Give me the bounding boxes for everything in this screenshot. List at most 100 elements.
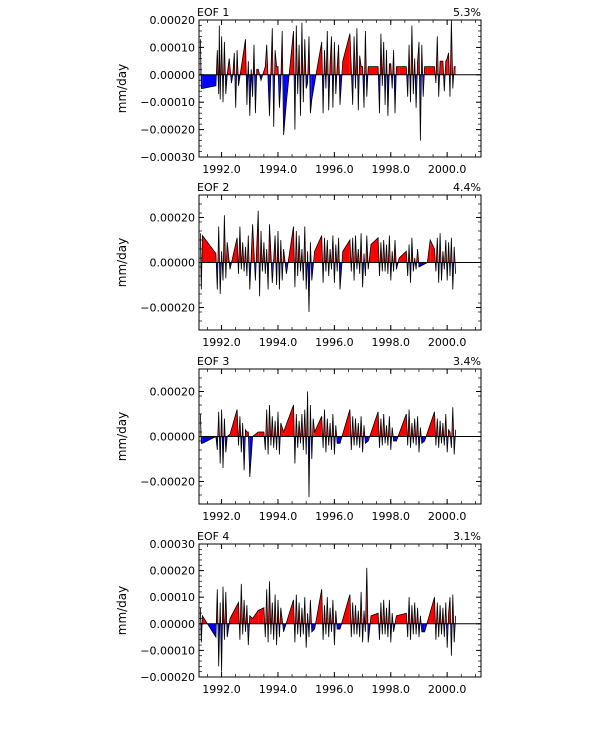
y-tick-label: −0.00020 <box>140 671 195 684</box>
negative-area <box>393 436 397 441</box>
y-tick-label: 0.00020 <box>150 14 196 27</box>
positive-area <box>424 66 428 75</box>
y-tick-label: 0.00000 <box>150 257 196 270</box>
x-tick-label: 1994.0 <box>259 163 298 176</box>
panel-title: EOF 3 <box>197 355 229 368</box>
negative-area <box>310 74 312 114</box>
x-tick-label: 1998.0 <box>372 163 411 176</box>
positive-area <box>396 66 400 75</box>
y-tick-label: −0.00020 <box>140 302 195 315</box>
eof-panel-1: EOF 1 5.3% mm/day −0.00030 −0.00020 −0.000… <box>115 6 482 176</box>
negative-area <box>283 74 287 136</box>
y-axis-label: mm/day <box>115 64 129 114</box>
x-tick-label: 2000.0 <box>428 336 467 349</box>
positive-area <box>202 235 216 263</box>
positive-area <box>258 432 264 437</box>
x-tick-label: 1992.0 <box>202 163 241 176</box>
y-tick-label: −0.00010 <box>140 96 195 109</box>
y-tick-label: 0.00030 <box>150 538 196 551</box>
x-tick-label: 1998.0 <box>372 510 411 523</box>
variance-label: 3.1% <box>453 530 481 543</box>
x-tick-label: 1996.0 <box>315 510 354 523</box>
y-tick-label: 0.00000 <box>150 618 196 631</box>
y-tick-label: −0.00030 <box>140 151 195 164</box>
plot-area <box>200 20 456 141</box>
x-tick-label: 1996.0 <box>315 336 354 349</box>
y-tick-label: 0.00020 <box>150 386 196 399</box>
x-tick-label: 1998.0 <box>372 336 411 349</box>
positive-area <box>430 240 435 263</box>
positive-area <box>230 602 239 624</box>
positive-area <box>276 66 278 75</box>
x-tick-label: 1992.0 <box>202 336 241 349</box>
positive-area <box>252 610 259 624</box>
positive-area <box>258 607 264 624</box>
y-axis-label: mm/day <box>115 238 129 288</box>
y-tick-label: 0.00020 <box>150 212 196 225</box>
positive-area <box>361 66 363 75</box>
variance-label: 5.3% <box>453 6 481 19</box>
series-line <box>200 391 456 498</box>
x-tick-label: 1992.0 <box>202 683 241 696</box>
y-tick-label: −0.00020 <box>140 124 195 137</box>
eof-panel-3: EOF 3 3.4% mm/day −0.00020 0.00000 0.00020… <box>115 355 482 523</box>
positive-area <box>368 66 372 75</box>
x-tick-label: 2000.0 <box>428 510 467 523</box>
positive-area <box>342 240 350 263</box>
series-line <box>200 20 456 141</box>
y-tick-label: 0.00000 <box>150 431 196 444</box>
series-line <box>200 567 456 672</box>
positive-area <box>440 61 442 75</box>
y-tick-label: 0.00010 <box>150 591 196 604</box>
positive-area <box>371 66 379 75</box>
plot-area <box>200 391 456 498</box>
negative-area <box>421 623 425 632</box>
y-tick-label: 0.00020 <box>150 565 196 578</box>
positive-area <box>371 237 379 263</box>
negative-area <box>421 436 425 444</box>
y-axis-label: mm/day <box>115 412 129 462</box>
x-tick-label: 1994.0 <box>259 336 298 349</box>
x-tick-label: 2000.0 <box>428 683 467 696</box>
positive-area <box>314 235 322 263</box>
positive-area <box>399 251 407 263</box>
y-tick-label: 0.00000 <box>150 69 196 82</box>
x-tick-label: 2000.0 <box>428 163 467 176</box>
x-tick-label: 1998.0 <box>372 683 411 696</box>
panel-title: EOF 4 <box>197 530 229 543</box>
eof-panel-2: EOF 2 4.4% mm/day −0.00020 0.00000 0.00020… <box>115 181 482 349</box>
y-tick-label: −0.00010 <box>140 644 195 657</box>
positive-area <box>399 66 407 75</box>
negative-area <box>306 74 308 89</box>
plot-frame <box>198 543 482 678</box>
positive-area <box>314 416 322 437</box>
x-tick-label: 1996.0 <box>315 683 354 696</box>
plot-area <box>200 210 456 313</box>
y-axis-label: mm/day <box>115 586 129 636</box>
negative-area <box>311 623 315 632</box>
panel-title: EOF 1 <box>197 6 229 19</box>
plot-frame <box>198 19 482 158</box>
positive-area <box>396 613 407 624</box>
series-line <box>200 210 456 313</box>
negative-area <box>337 436 340 444</box>
variance-label: 3.4% <box>453 355 481 368</box>
positive-area <box>441 61 443 75</box>
negative-area <box>202 74 216 89</box>
y-tick-label: 0.00010 <box>150 41 196 54</box>
plot-area <box>200 567 456 672</box>
positive-area <box>427 66 435 75</box>
positive-area <box>256 69 259 75</box>
positive-area <box>371 613 379 624</box>
positive-area <box>454 66 456 75</box>
panel-title: EOF 2 <box>197 181 229 194</box>
negative-area <box>337 623 340 630</box>
x-tick-label: 1994.0 <box>259 683 298 696</box>
x-tick-label: 1994.0 <box>259 510 298 523</box>
variance-label: 4.4% <box>453 181 481 194</box>
x-tick-label: 1996.0 <box>315 163 354 176</box>
eof-panel-4: EOF 4 3.1% mm/day −0.00020 −0.00010 0.0000… <box>115 530 482 696</box>
y-tick-label: −0.00020 <box>140 476 195 489</box>
positive-area <box>342 33 350 75</box>
